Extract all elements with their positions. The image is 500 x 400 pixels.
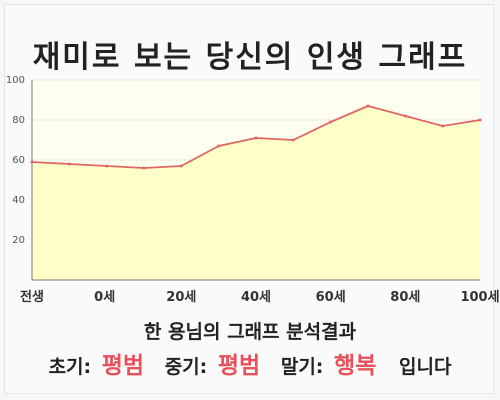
analysis-result: 초기: 평범 중기: 평범 말기: 행복 입니다 xyxy=(0,346,500,380)
y-tick-label: 80 xyxy=(12,115,25,126)
x-tick-label: 100세 xyxy=(460,290,499,305)
early-value: 평범 xyxy=(101,353,145,379)
y-tick-label: 20 xyxy=(12,235,25,246)
late-label: 말기: xyxy=(280,356,324,378)
y-tick-label: 60 xyxy=(12,155,25,166)
data-point xyxy=(30,160,34,164)
y-tick-label: 40 xyxy=(12,195,25,206)
x-tick-label: 80세 xyxy=(390,290,420,305)
data-point xyxy=(179,164,183,168)
x-tick-label: 20세 xyxy=(166,290,196,305)
x-tick-label: 전생 xyxy=(20,289,44,305)
data-point xyxy=(291,138,295,142)
data-point xyxy=(217,144,221,148)
early-label: 초기: xyxy=(48,356,92,378)
data-point xyxy=(478,118,482,122)
data-point xyxy=(366,104,370,108)
data-point xyxy=(105,164,109,168)
page-title: 재미로 보는 당신의 인생 그래프 xyxy=(32,40,468,75)
result-suffix: 입니다 xyxy=(398,356,452,378)
area-fill xyxy=(32,106,480,280)
data-point xyxy=(67,162,71,166)
analysis-summary: 한 용님의 그래프 분석결과 xyxy=(143,321,357,343)
x-tick-label: 40세 xyxy=(241,290,271,305)
data-point xyxy=(142,166,146,170)
late-value: 행복 xyxy=(334,353,377,379)
x-tick-label: 0세 xyxy=(94,290,115,305)
x-tick-label: 60세 xyxy=(316,290,346,305)
data-point xyxy=(254,136,258,140)
data-point xyxy=(403,114,407,118)
middle-value: 평범 xyxy=(217,353,261,379)
middle-label: 중기: xyxy=(164,356,208,378)
data-point xyxy=(329,120,333,124)
data-point xyxy=(441,124,445,128)
y-tick-label: 100 xyxy=(6,75,25,86)
life-graph-chart: 20406080100전생0세20세40세60세80세100세환생 xyxy=(6,75,500,305)
